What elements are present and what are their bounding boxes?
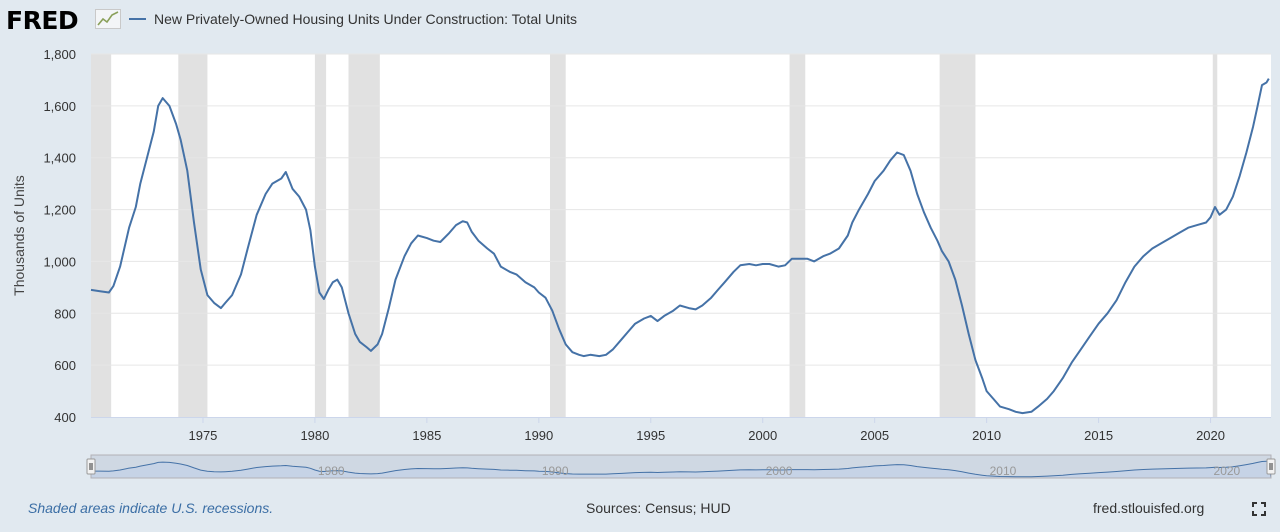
chart-header: FRED New Privately-Owned Housing Units U… xyxy=(0,0,1280,44)
x-tick-label: 1990 xyxy=(524,428,553,443)
navigator-handle-left[interactable] xyxy=(86,458,96,475)
legend-series-label[interactable]: New Privately-Owned Housing Units Under … xyxy=(154,11,578,27)
navigator-label: 1990 xyxy=(542,464,569,478)
fullscreen-icon[interactable] xyxy=(1252,502,1266,516)
y-axis-title: Thousands of Units xyxy=(11,175,27,296)
navigator-label: 2020 xyxy=(1214,464,1241,478)
recession-band xyxy=(550,54,566,417)
y-tick-label: 1,000 xyxy=(43,254,76,269)
fred-graph-icon xyxy=(95,9,121,29)
x-tick-label: 1980 xyxy=(300,428,329,443)
navigator-label: 2000 xyxy=(766,464,793,478)
navigator-label: 1980 xyxy=(318,464,345,478)
chart-legend: New Privately-Owned Housing Units Under … xyxy=(129,11,577,27)
recession-band xyxy=(348,54,380,417)
series-line xyxy=(90,78,1270,415)
recession-band xyxy=(1212,54,1218,417)
y-tick-label: 1,800 xyxy=(43,47,76,62)
line-chart[interactable]: 400 600 800 1,000 1,200 1,400 1,600 1,800 1975 19… xyxy=(0,0,1280,495)
x-tick-label: 2015 xyxy=(1084,428,1113,443)
recession-band xyxy=(314,54,327,417)
y-tick-label: 1,600 xyxy=(43,99,76,114)
x-tick-label: 1975 xyxy=(188,428,217,443)
x-tick-label: 2010 xyxy=(972,428,1001,443)
y-tick-label: 400 xyxy=(54,410,76,425)
y-tick-label: 600 xyxy=(54,358,76,373)
x-tick-label: 1995 xyxy=(636,428,665,443)
site-link[interactable]: fred.stlouisfed.org xyxy=(1093,500,1205,516)
plot-area xyxy=(91,54,1271,417)
navigator-series xyxy=(90,460,1272,479)
x-tick-label: 1985 xyxy=(412,428,441,443)
recession-band xyxy=(91,54,112,417)
recession-band xyxy=(939,54,976,417)
navigator-label: 2010 xyxy=(990,464,1017,478)
y-tick-label: 1,200 xyxy=(43,203,76,218)
x-tick-label: 2020 xyxy=(1196,428,1225,443)
sources-text: Sources: Census; HUD xyxy=(586,500,731,516)
recession-band xyxy=(178,54,208,417)
navigator-handle-right[interactable] xyxy=(1266,458,1276,475)
x-tick-label: 2000 xyxy=(748,428,777,443)
x-tick-label: 2005 xyxy=(860,428,889,443)
legend-line-swatch xyxy=(129,18,146,20)
y-tick-label: 1,400 xyxy=(43,151,76,166)
fred-logo[interactable]: FRED xyxy=(6,6,79,35)
recession-note: Shaded areas indicate U.S. recessions. xyxy=(28,500,274,516)
y-tick-label: 800 xyxy=(54,306,76,321)
recession-band xyxy=(789,54,806,417)
